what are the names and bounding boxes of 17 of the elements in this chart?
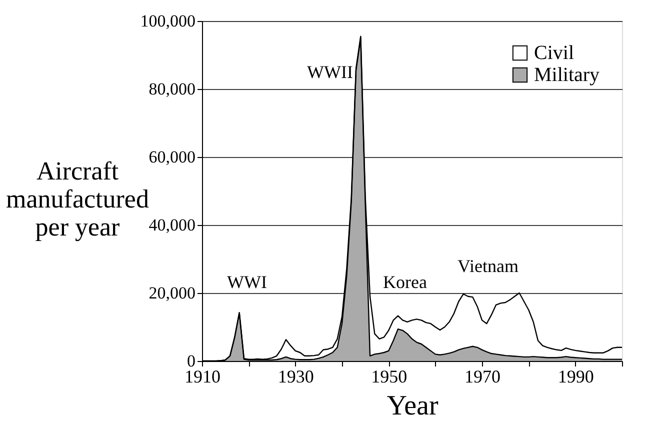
legend-label: Civil [534,42,574,64]
x-tick-label: 1970 [464,366,500,386]
legend-label: Military [534,64,600,86]
x-tick-label: 1950 [371,366,408,386]
annotation: WWII [307,62,353,82]
y-tick-label: 100,000 [140,12,196,30]
y-tick-label: 60,000 [148,148,196,166]
annotation: Korea [383,272,427,292]
x-tick-label: 1990 [558,366,594,386]
x-axis-title: Year [386,390,439,422]
annotation: Vietnam [458,256,518,276]
y-axis-title: Aircraft manufactured per year [6,156,149,242]
y-tick-label: 40,000 [148,216,196,234]
x-tick-label: 1930 [278,366,314,386]
y-tick-label: 20,000 [148,284,196,302]
annotation: WWI [227,272,267,292]
y-tick-label: 80,000 [148,80,196,98]
